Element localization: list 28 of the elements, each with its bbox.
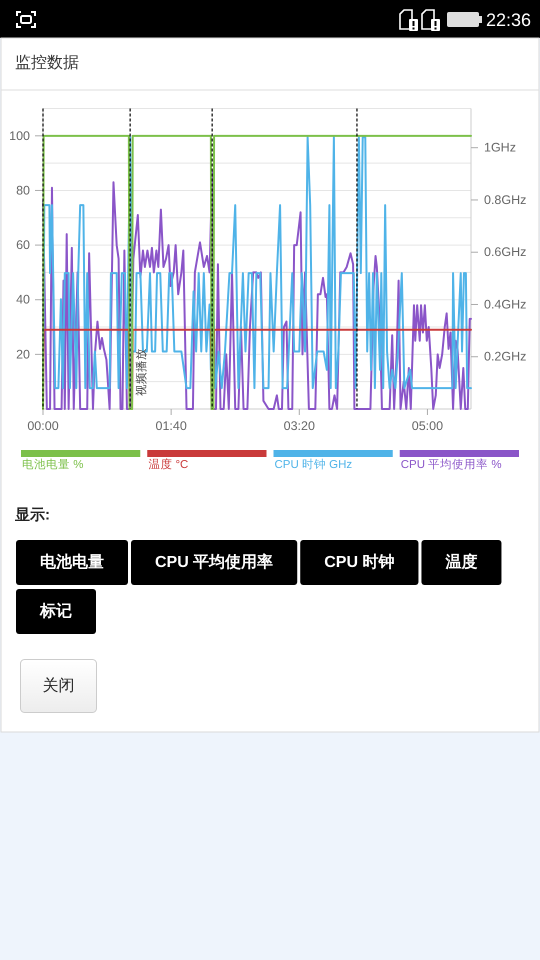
button[interactable]: 电池电量 <box>16 540 128 585</box>
text: CPU 平均使用率 % <box>400 457 502 471</box>
button[interactable]: CPU 时钟 <box>300 540 418 585</box>
ref-line-label: 视频播放 <box>135 348 148 396</box>
text: CPU 时钟 GHz <box>274 458 352 471</box>
y2-tick-label: 0.6GHz <box>484 245 526 260</box>
button[interactable]: 温度 <box>421 540 502 585</box>
x-tick-label: 00:00 <box>27 419 59 433</box>
text: 显示: <box>14 506 50 524</box>
button[interactable]: 关闭 <box>20 659 97 713</box>
y-tick-label: 100 <box>9 128 30 143</box>
y2-tick-label: 0.2GHz <box>484 350 526 364</box>
chart-title: 监控数据 <box>15 54 79 72</box>
y2-tick-label: 0.4GHz <box>484 297 526 312</box>
x-tick-label: 03:20 <box>284 419 315 433</box>
y2-tick-label: 0.8GHz <box>484 192 526 207</box>
text: 22:36 <box>486 10 531 30</box>
button[interactable]: CPU 平均使用率 <box>131 540 298 585</box>
y-tick-label: 80 <box>16 183 30 198</box>
x-tick-label: 01:40 <box>156 419 187 433</box>
y-tick-label: 40 <box>16 292 30 307</box>
text: 电池电量 % <box>22 458 84 471</box>
y-tick-label: 20 <box>16 347 30 362</box>
y-tick-label: 60 <box>16 238 30 252</box>
y2-tick-label: 1GHz <box>484 140 516 155</box>
button[interactable]: 标记 <box>16 589 96 634</box>
x-tick-label: 05:00 <box>412 419 444 433</box>
text: 温度 °C <box>148 457 188 471</box>
